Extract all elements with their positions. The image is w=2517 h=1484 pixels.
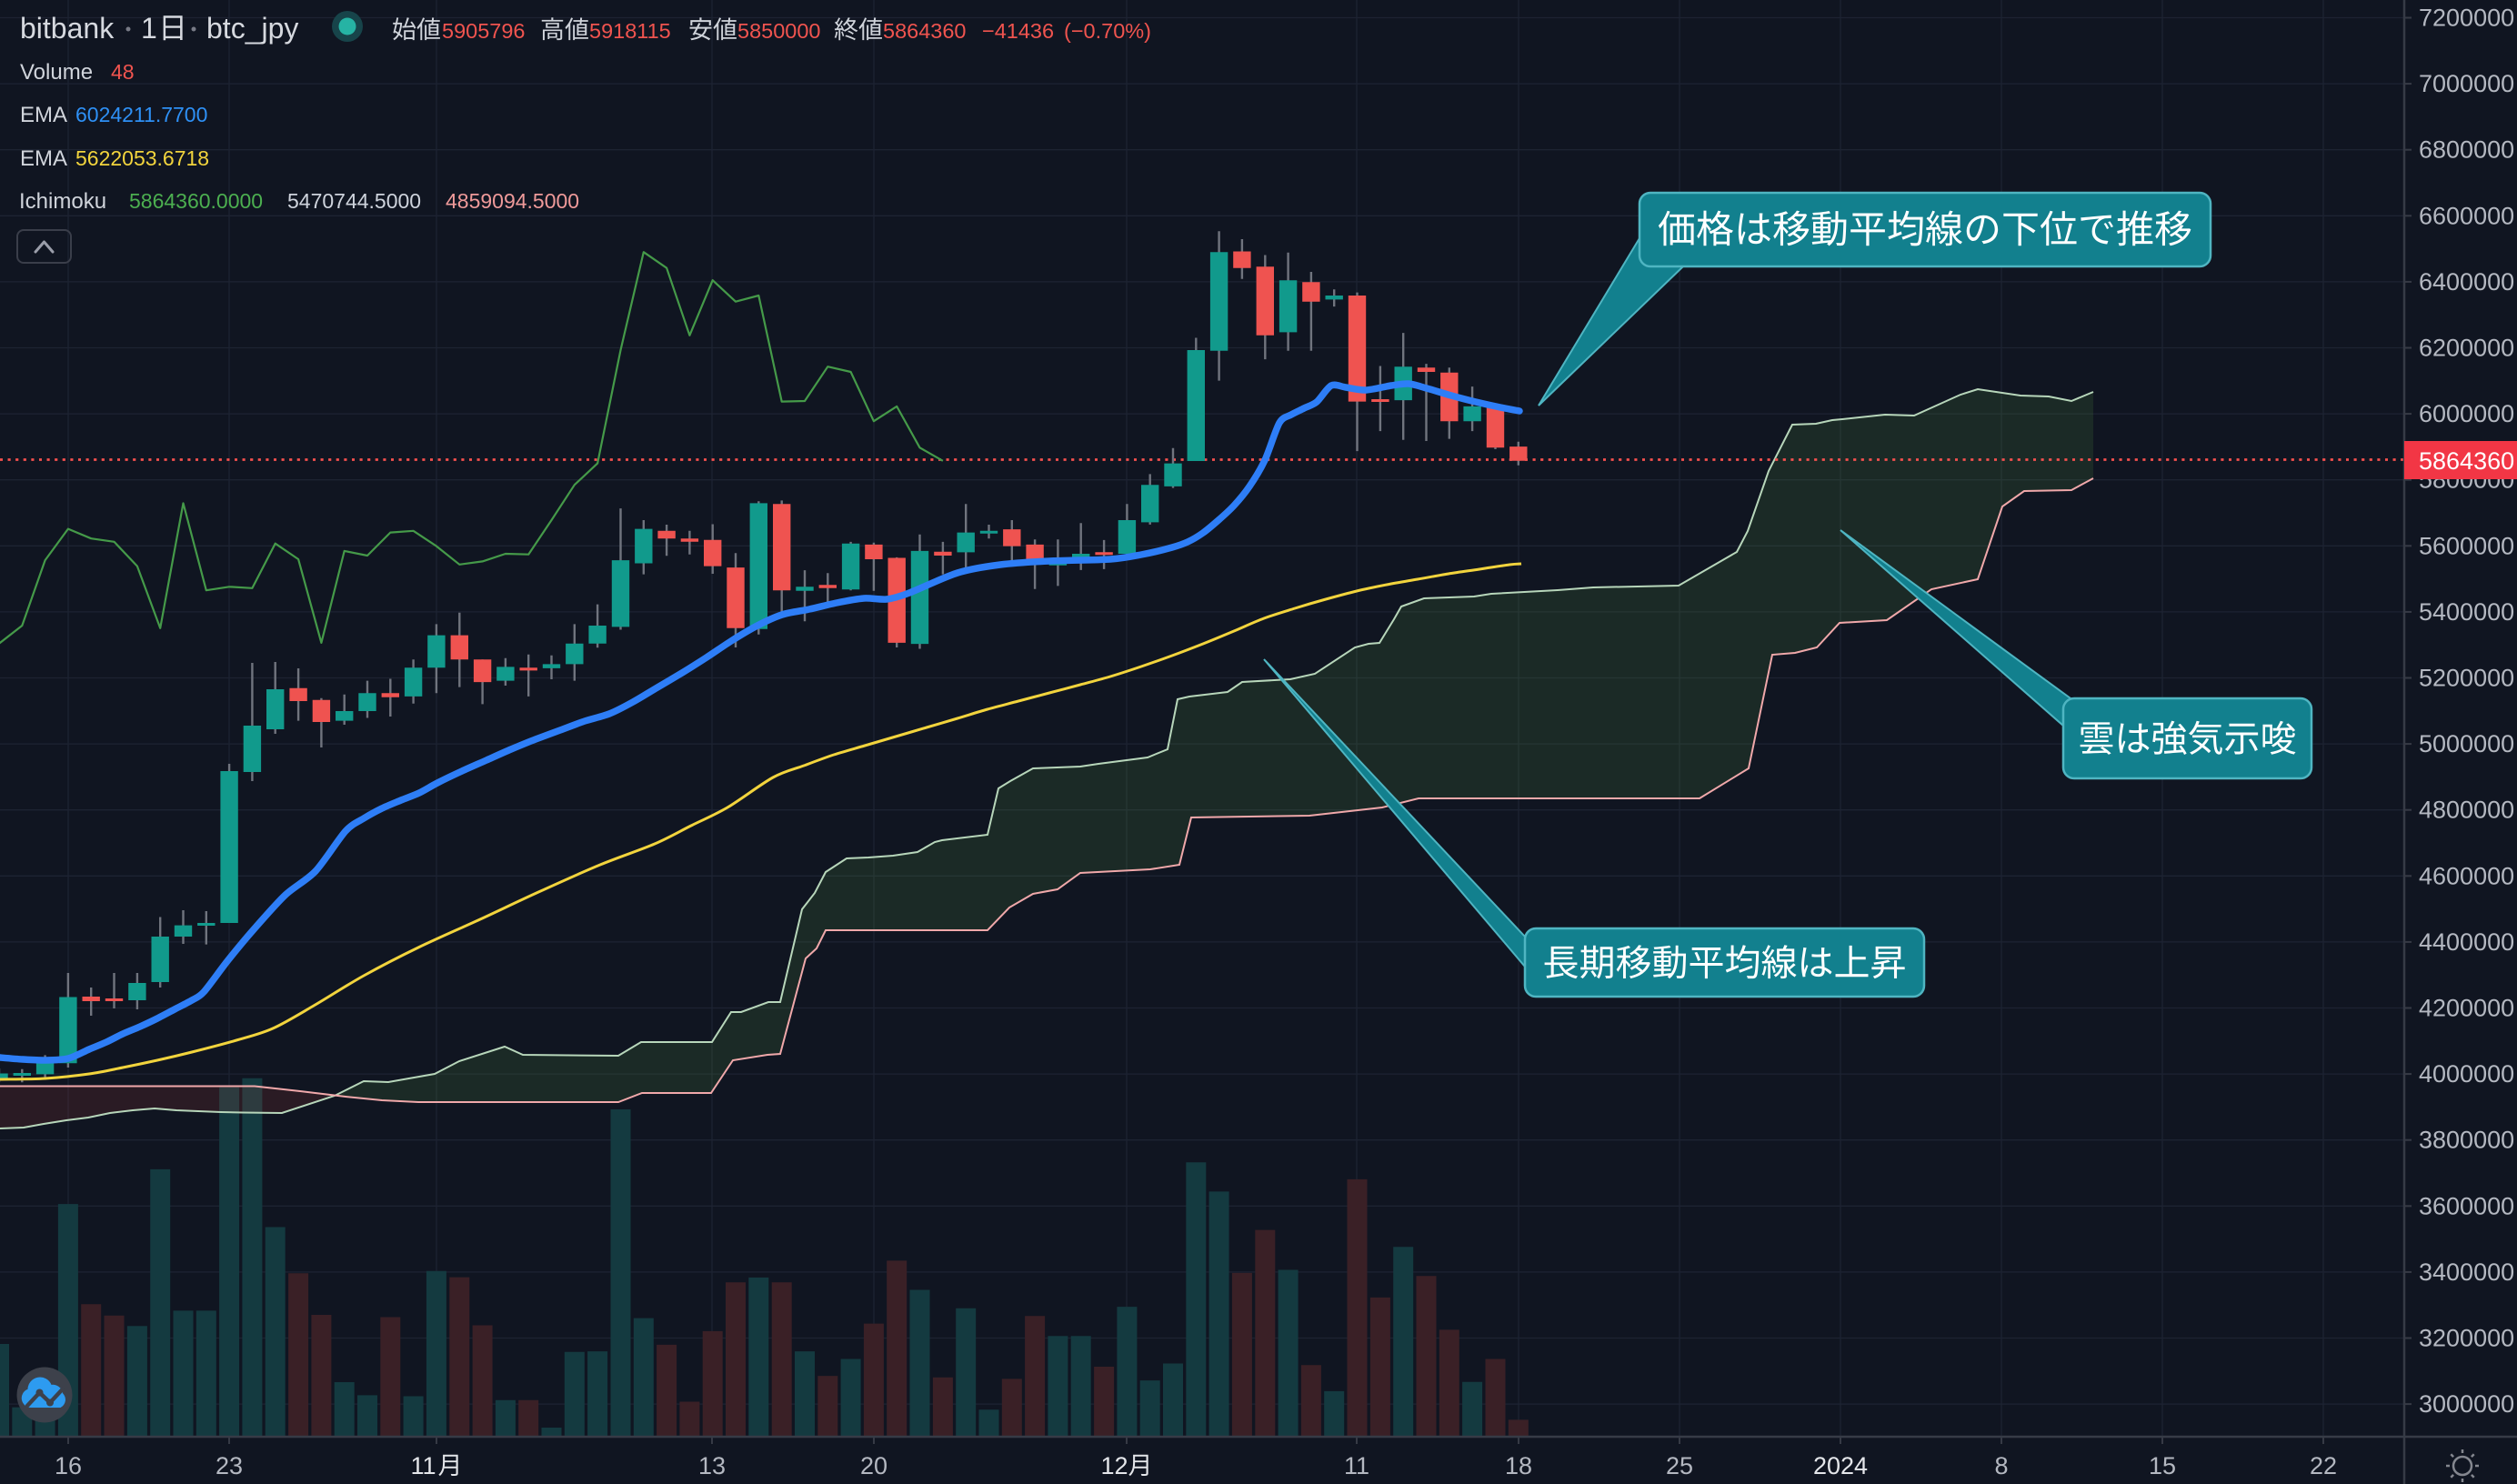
- svg-text:5470744.5000: 5470744.5000: [287, 189, 421, 213]
- svg-text:3600000: 3600000: [2419, 1192, 2514, 1219]
- svg-text:23: 23: [216, 1452, 243, 1479]
- svg-text:16: 16: [55, 1452, 82, 1479]
- svg-text:4200000: 4200000: [2419, 995, 2514, 1022]
- svg-text:5200000: 5200000: [2419, 665, 2514, 692]
- svg-text:4400000: 4400000: [2419, 928, 2514, 956]
- svg-text:6024211.7700: 6024211.7700: [75, 103, 207, 126]
- svg-text:6600000: 6600000: [2419, 202, 2514, 229]
- svg-text:Ichimoku: Ichimoku: [19, 189, 106, 214]
- svg-text:48: 48: [111, 60, 135, 84]
- svg-text:4800000: 4800000: [2419, 797, 2514, 824]
- svg-text:5400000: 5400000: [2419, 598, 2514, 626]
- svg-text:3400000: 3400000: [2419, 1258, 2514, 1286]
- svg-text:5864360: 5864360: [2419, 447, 2514, 475]
- svg-text:1: 1: [141, 12, 157, 45]
- svg-text:22: 22: [2310, 1452, 2337, 1479]
- svg-text:5918115: 5918115: [589, 19, 671, 43]
- svg-text:4600000: 4600000: [2419, 862, 2514, 889]
- svg-text:7200000: 7200000: [2419, 5, 2514, 32]
- svg-text:EMA: EMA: [20, 146, 67, 171]
- svg-text:EMA: EMA: [20, 103, 67, 127]
- svg-text:2024: 2024: [1813, 1452, 1868, 1479]
- svg-text:(−0.70%): (−0.70%): [1064, 19, 1151, 43]
- svg-text:6000000: 6000000: [2419, 400, 2514, 427]
- svg-text:5600000: 5600000: [2419, 532, 2514, 559]
- svg-text:−41436: −41436: [982, 19, 1054, 43]
- svg-text:11: 11: [1344, 1452, 1369, 1479]
- svg-text:6800000: 6800000: [2419, 136, 2514, 164]
- svg-text:3800000: 3800000: [2419, 1127, 2514, 1154]
- svg-text:5000000: 5000000: [2419, 730, 2514, 757]
- svg-text:3000000: 3000000: [2419, 1390, 2514, 1418]
- svg-text:7000000: 7000000: [2419, 70, 2514, 97]
- svg-text:5864360: 5864360: [883, 19, 967, 43]
- svg-text:8: 8: [1994, 1452, 2008, 1479]
- svg-text:11: 11: [411, 1452, 436, 1479]
- svg-text:12: 12: [1101, 1452, 1128, 1479]
- svg-text:5622053.6718: 5622053.6718: [75, 146, 209, 170]
- svg-text:4859094.5000: 4859094.5000: [446, 189, 579, 213]
- svg-text:25: 25: [1666, 1452, 1693, 1479]
- svg-text:5905796: 5905796: [442, 19, 526, 43]
- svg-text:btc_jpy: btc_jpy: [206, 12, 298, 45]
- svg-text:20: 20: [860, 1452, 887, 1479]
- svg-text:18: 18: [1505, 1452, 1532, 1479]
- svg-text:5850000: 5850000: [737, 19, 821, 43]
- svg-text:4000000: 4000000: [2419, 1060, 2514, 1088]
- svg-text:6400000: 6400000: [2419, 268, 2514, 296]
- svg-text:3200000: 3200000: [2419, 1325, 2514, 1352]
- svg-text:15: 15: [2149, 1452, 2176, 1479]
- svg-text:6200000: 6200000: [2419, 335, 2514, 362]
- svg-text:5864360.0000: 5864360.0000: [129, 189, 263, 213]
- svg-text:13: 13: [698, 1452, 726, 1479]
- svg-text:bitbank: bitbank: [20, 12, 115, 45]
- svg-text:Volume: Volume: [20, 60, 93, 85]
